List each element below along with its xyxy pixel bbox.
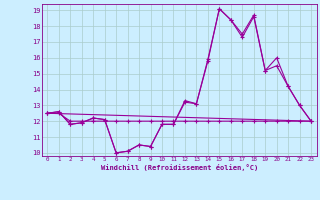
X-axis label: Windchill (Refroidissement éolien,°C): Windchill (Refroidissement éolien,°C)	[100, 164, 258, 171]
